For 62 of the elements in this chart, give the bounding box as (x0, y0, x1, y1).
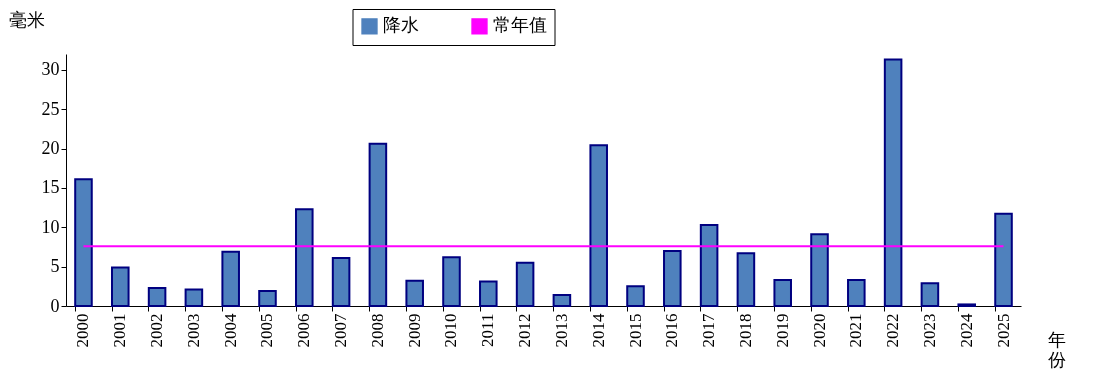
x-tick-label: 2020 (809, 313, 829, 348)
x-tick-label: 2011 (478, 313, 498, 347)
legend-label: 降水 (382, 15, 419, 36)
y-tick-label: 25 (41, 98, 60, 119)
bar (147, 286, 167, 307)
x-tick-label: 2016 (662, 313, 682, 348)
legend-label: 常年值 (492, 15, 547, 36)
bar (331, 256, 351, 307)
y-tick-label: 5 (50, 256, 60, 277)
x-tick-label: 2019 (772, 313, 792, 348)
bar (442, 256, 461, 307)
x-tick-label: 2008 (367, 313, 387, 348)
bar (589, 144, 608, 307)
x-tick-label: 2022 (883, 313, 903, 348)
x-tick-label: 2023 (919, 313, 939, 348)
bar (883, 58, 903, 307)
bar (773, 279, 792, 307)
bar (699, 223, 719, 307)
x-tick-label: 2021 (846, 313, 866, 348)
x-tick-label: 2006 (294, 313, 314, 348)
x-tick-label: 2025 (993, 313, 1013, 348)
y-tick-label: 10 (41, 216, 60, 237)
bar (74, 178, 93, 307)
bar (221, 250, 240, 307)
bar (405, 279, 424, 307)
x-tick-label: 2001 (110, 313, 130, 348)
bar (111, 266, 130, 307)
x-tick-label: 2004 (220, 313, 240, 348)
x-tick-label: 2002 (147, 313, 167, 348)
x-tick-label: 2017 (699, 313, 719, 348)
y-tick-label: 0 (50, 295, 60, 316)
y-tick-label: 15 (41, 177, 60, 198)
bar (552, 293, 572, 307)
bar (736, 252, 756, 307)
bar (663, 249, 682, 307)
bar (994, 212, 1013, 307)
x-tick-label: 2007 (331, 313, 351, 348)
x-tick-label: 2015 (625, 313, 645, 348)
x-tick-label: 2014 (588, 313, 608, 348)
bar (258, 290, 277, 307)
x-tick-label: 2003 (183, 313, 203, 348)
y-axis-title: 毫米 (8, 9, 45, 30)
bar (479, 280, 498, 307)
x-tick-label: 2013 (551, 313, 571, 348)
bar (920, 282, 940, 307)
y-tick-label: 30 (41, 59, 60, 80)
x-tick-label: 2010 (441, 313, 461, 348)
x-tick-label: 2000 (73, 313, 93, 348)
bar (847, 279, 866, 307)
y-tick-label: 20 (41, 138, 60, 158)
bar (368, 142, 388, 307)
bar (626, 285, 645, 307)
x-tick-label: 2005 (257, 313, 277, 348)
bar (515, 261, 535, 307)
bar (295, 208, 314, 307)
x-axis-title: 年份 (1047, 329, 1066, 370)
x-tick-label: 2012 (515, 313, 535, 348)
x-tick-label: 2018 (735, 313, 755, 348)
x-tick-label: 2009 (404, 313, 424, 348)
bar (184, 288, 204, 307)
bar (810, 233, 829, 307)
x-tick-label: 2024 (956, 313, 976, 348)
